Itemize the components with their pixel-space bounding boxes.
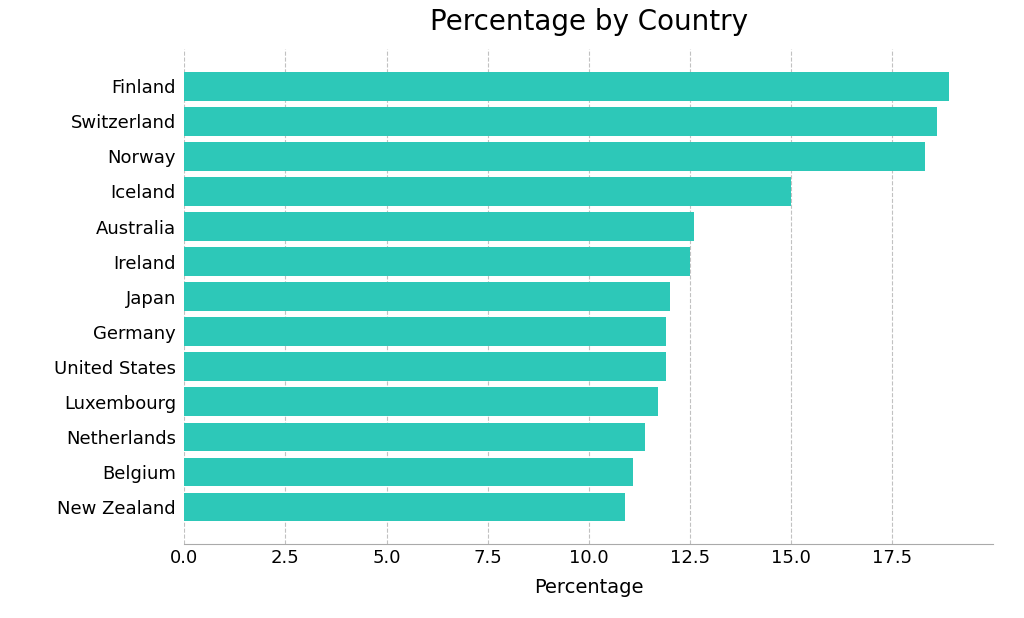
Title: Percentage by Country: Percentage by Country (430, 8, 748, 36)
Bar (184, 177, 792, 206)
Bar (184, 212, 694, 241)
Bar (184, 387, 657, 416)
Bar (184, 107, 937, 136)
Bar (184, 72, 949, 101)
Bar (184, 352, 666, 381)
X-axis label: Percentage: Percentage (535, 578, 643, 597)
Bar (184, 142, 925, 171)
Bar (184, 457, 633, 486)
Bar (184, 493, 626, 522)
Bar (184, 282, 670, 311)
Bar (184, 423, 645, 451)
Bar (184, 247, 690, 276)
Bar (184, 317, 666, 346)
